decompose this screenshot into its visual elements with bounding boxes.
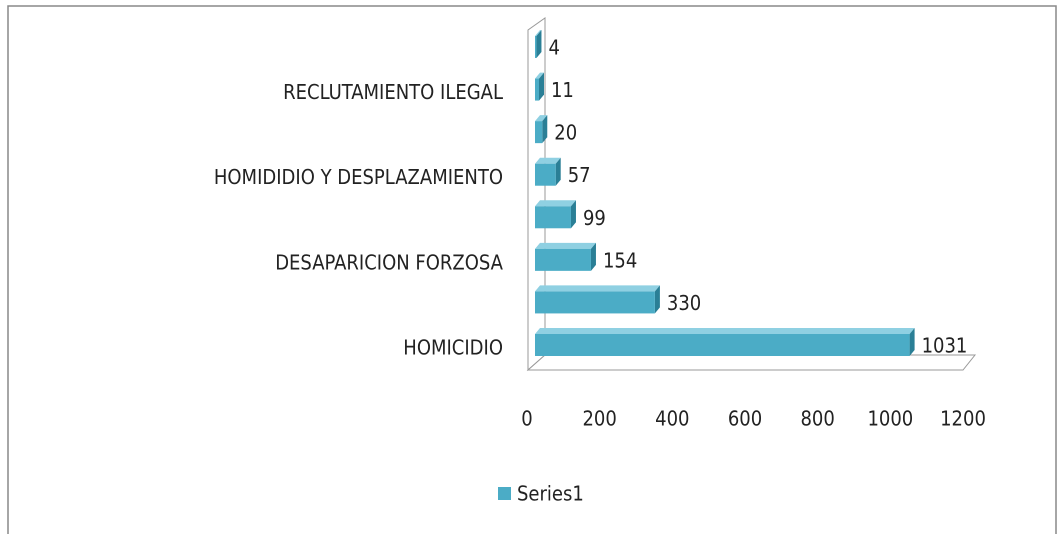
- data-label: 11: [551, 78, 574, 102]
- y-tick-label: DESAPARICION FORZOSA: [275, 250, 503, 274]
- data-label: 330: [667, 291, 701, 315]
- y-tick-label: HOMIDIDIO Y DESPLAZAMIENTO: [214, 165, 503, 189]
- data-label: 1031: [922, 334, 968, 358]
- bar-top: [535, 115, 548, 122]
- bar-top: [535, 200, 576, 207]
- bar-top: [535, 285, 660, 292]
- bar-side: [538, 72, 544, 101]
- x-tick-label: 400: [655, 407, 689, 431]
- x-tick-label: 600: [728, 407, 762, 431]
- bar: [535, 248, 591, 271]
- data-label: 57: [568, 163, 591, 187]
- bar-side: [590, 242, 596, 271]
- x-tick-label: 800: [800, 407, 834, 431]
- bar: [535, 291, 655, 314]
- bar: [535, 206, 571, 229]
- y-tick-label: HOMICIDIO: [403, 336, 503, 360]
- bar-side: [536, 30, 542, 58]
- bar-top: [535, 72, 544, 79]
- floor: [526, 354, 977, 371]
- bar: [535, 36, 537, 58]
- data-label: 99: [583, 206, 606, 230]
- x-tick-label: 0: [521, 407, 532, 431]
- bar-side: [654, 285, 660, 314]
- bar-side: [570, 200, 576, 229]
- data-label: 154: [603, 248, 637, 272]
- y-tick-label: RECLUTAMIENTO ILEGAL: [283, 80, 503, 104]
- x-tick-label: 1000: [867, 407, 913, 431]
- bar-top: [535, 328, 915, 334]
- bar-top: [535, 242, 596, 249]
- bar: [535, 121, 543, 144]
- data-label: 20: [554, 121, 577, 145]
- bar-top: [535, 30, 542, 36]
- data-label: 4: [548, 36, 559, 60]
- bar-side: [555, 157, 561, 186]
- x-tick-label: 1200: [940, 407, 986, 431]
- legend-label: Series1: [517, 482, 584, 506]
- legend-swatch: [498, 487, 511, 500]
- bar: [535, 163, 556, 186]
- bar-side: [542, 115, 548, 144]
- bar-top: [535, 157, 561, 164]
- bar-side: [909, 328, 915, 356]
- bar: [535, 334, 910, 356]
- back-wall: [527, 17, 546, 372]
- bar: [535, 78, 539, 101]
- x-tick-label: 200: [582, 407, 616, 431]
- chart-frame: [7, 5, 1057, 538]
